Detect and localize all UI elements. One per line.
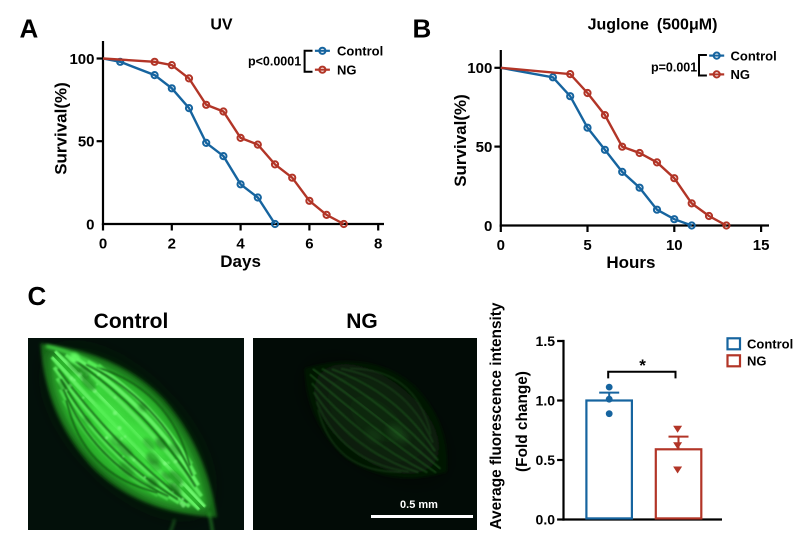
svg-text:5: 5 <box>583 237 591 254</box>
svg-text:6: 6 <box>305 236 313 253</box>
svg-text:0: 0 <box>86 216 94 233</box>
svg-text:C: C <box>28 281 47 311</box>
svg-text:100: 100 <box>467 60 492 77</box>
svg-text:p=0.001: p=0.001 <box>651 60 697 74</box>
svg-text:Days: Days <box>220 252 261 271</box>
svg-text:50: 50 <box>78 134 95 151</box>
svg-text:NG: NG <box>346 310 378 333</box>
svg-text:B: B <box>413 13 432 43</box>
svg-text:0: 0 <box>497 237 505 254</box>
svg-text:Control: Control <box>94 310 169 333</box>
svg-text:1.0: 1.0 <box>536 393 556 409</box>
svg-text:Average fluorescence intensity: Average fluorescence intensity <box>488 302 505 529</box>
svg-text:*: * <box>639 356 646 375</box>
svg-text:100: 100 <box>69 51 94 68</box>
svg-text:8: 8 <box>374 236 382 253</box>
svg-text:Survival(%): Survival(%) <box>52 82 71 175</box>
svg-text:0: 0 <box>99 236 107 253</box>
svg-text:1.5: 1.5 <box>536 333 556 349</box>
svg-text:Hours: Hours <box>606 253 655 272</box>
svg-text:0.0: 0.0 <box>536 512 556 528</box>
svg-text:Control: Control <box>337 44 383 59</box>
svg-text:0.5 mm: 0.5 mm <box>400 499 438 511</box>
svg-text:Juglone (500μM): Juglone (500μM) <box>588 17 718 34</box>
svg-text:0: 0 <box>484 218 492 235</box>
svg-text:4: 4 <box>236 236 245 253</box>
svg-text:10: 10 <box>666 237 683 254</box>
svg-text:A: A <box>20 13 39 43</box>
svg-text:NG: NG <box>747 354 767 369</box>
svg-text:p<0.0001: p<0.0001 <box>248 55 301 69</box>
svg-text:NG: NG <box>337 62 357 77</box>
svg-text:15: 15 <box>753 237 770 254</box>
svg-text:NG: NG <box>731 67 751 82</box>
svg-text:50: 50 <box>476 139 493 156</box>
svg-text:(Fold change): (Fold change) <box>514 371 531 472</box>
svg-text:Control: Control <box>747 337 793 352</box>
svg-text:UV: UV <box>210 17 233 34</box>
svg-text:2: 2 <box>168 236 176 253</box>
svg-text:0.5: 0.5 <box>536 452 556 468</box>
svg-text:Survival(%): Survival(%) <box>451 94 470 187</box>
svg-text:Control: Control <box>731 48 777 63</box>
